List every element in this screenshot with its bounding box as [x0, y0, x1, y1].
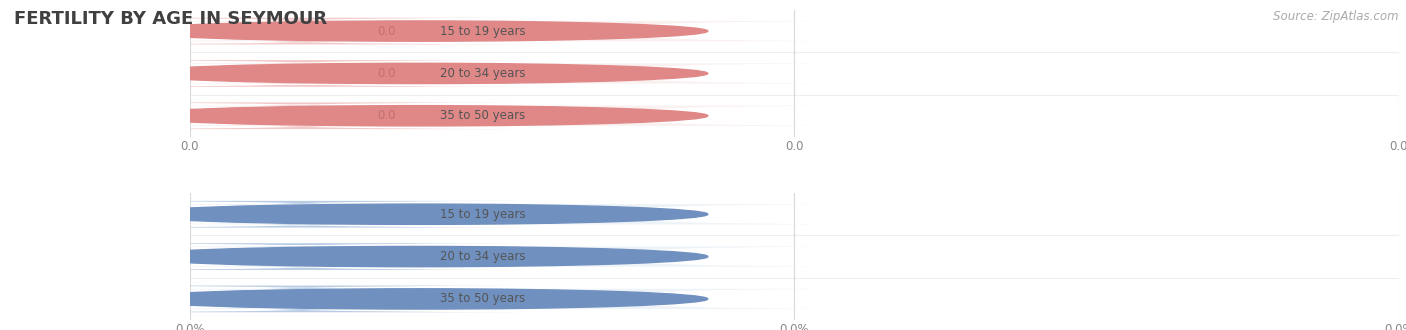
FancyBboxPatch shape	[70, 60, 533, 87]
FancyBboxPatch shape	[91, 63, 876, 83]
Text: 0.0: 0.0	[377, 109, 396, 122]
Circle shape	[129, 21, 707, 41]
Circle shape	[129, 204, 707, 224]
Text: 35 to 50 years: 35 to 50 years	[440, 109, 526, 122]
FancyBboxPatch shape	[70, 102, 533, 129]
Text: 15 to 19 years: 15 to 19 years	[440, 24, 526, 38]
Circle shape	[129, 106, 707, 126]
FancyBboxPatch shape	[70, 285, 533, 312]
Text: 0.0: 0.0	[377, 67, 396, 80]
FancyBboxPatch shape	[70, 18, 533, 45]
Circle shape	[129, 63, 707, 83]
Text: 20 to 34 years: 20 to 34 years	[440, 67, 526, 80]
Text: 15 to 19 years: 15 to 19 years	[440, 208, 526, 221]
Text: 0.0%: 0.0%	[371, 292, 402, 306]
FancyBboxPatch shape	[91, 21, 876, 41]
Text: FERTILITY BY AGE IN SEYMOUR: FERTILITY BY AGE IN SEYMOUR	[14, 10, 328, 28]
FancyBboxPatch shape	[91, 204, 876, 224]
Circle shape	[129, 247, 707, 267]
FancyBboxPatch shape	[91, 247, 876, 267]
FancyBboxPatch shape	[70, 201, 533, 228]
Text: Source: ZipAtlas.com: Source: ZipAtlas.com	[1274, 10, 1399, 23]
Text: 0.0%: 0.0%	[371, 250, 402, 263]
Text: 0.0: 0.0	[377, 24, 396, 38]
FancyBboxPatch shape	[91, 289, 876, 309]
FancyBboxPatch shape	[91, 106, 876, 126]
Text: 20 to 34 years: 20 to 34 years	[440, 250, 526, 263]
Circle shape	[129, 289, 707, 309]
Text: 35 to 50 years: 35 to 50 years	[440, 292, 526, 306]
Text: 0.0%: 0.0%	[371, 208, 402, 221]
FancyBboxPatch shape	[70, 243, 533, 270]
